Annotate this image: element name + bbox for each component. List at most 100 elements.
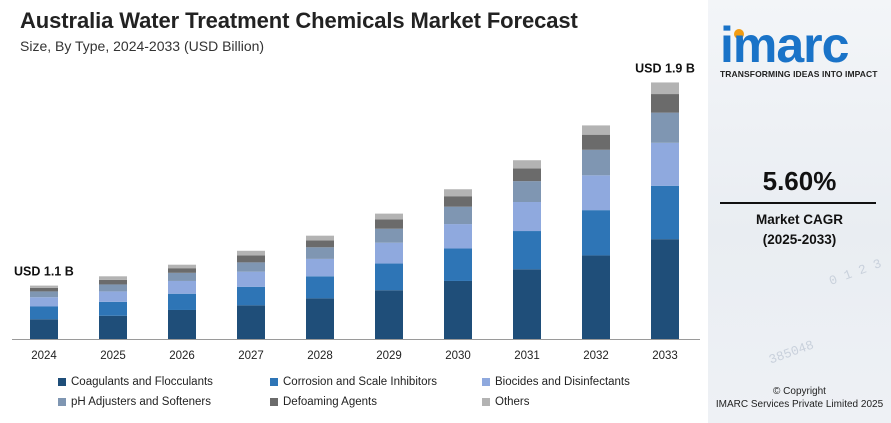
legend-label: Coagulants and Flocculants [71, 376, 213, 388]
logo-tagline: TRANSFORMING IDEAS INTO IMPACT [720, 69, 878, 79]
bar-segment [651, 112, 679, 143]
legend-item: Biocides and Disinfectants [482, 376, 630, 388]
bar-segment [375, 263, 403, 291]
legend-item: Coagulants and Flocculants [58, 376, 213, 388]
bar-segment [306, 276, 334, 299]
bar-segment [237, 262, 265, 272]
legend-label: Others [495, 396, 530, 408]
bar-segment [237, 305, 265, 339]
bar-segment [444, 248, 472, 281]
bar-segment [168, 264, 196, 269]
bar-segment [444, 189, 472, 197]
bar-segment [651, 94, 679, 113]
stacked-bar-chart: 2024 2025 2026 2027 2028 2029 2030 2031 2032 2033… [12, 61, 700, 362]
x-tick-label: 2033 [652, 350, 678, 362]
logo-wordmark: imarc [720, 17, 849, 73]
brand-side-panel: 0 1 2 3 385048 imarc TRANSFORMING IDEAS … [708, 0, 891, 423]
bar-segment [375, 242, 403, 264]
bar-segment [651, 142, 679, 186]
x-tick-label: 2027 [238, 350, 264, 362]
bar-segment [513, 168, 541, 182]
bar-segment [375, 228, 403, 243]
bar-segment [99, 276, 127, 280]
bar-segment [582, 125, 610, 135]
copyright-notice: © Copyright IMARC Services Private Limit… [708, 385, 891, 411]
data-label: USD 1.9 B [635, 61, 695, 75]
x-tick-label: 2028 [307, 350, 333, 362]
bar-segment [444, 224, 472, 249]
legend-swatch [482, 398, 490, 406]
bar-segment [444, 196, 472, 207]
bar-segment [375, 219, 403, 229]
bar-segment [99, 301, 127, 316]
bar-segment [513, 269, 541, 339]
bar-segment [306, 247, 334, 259]
x-tick-label: 2026 [169, 350, 195, 362]
chart-title: Australia Water Treatment Chemicals Mark… [20, 8, 578, 33]
bar-segment [168, 272, 196, 281]
x-tick-label: 2025 [100, 350, 126, 362]
bar-segment [513, 231, 541, 270]
copyright-line: © Copyright [773, 386, 826, 397]
bar-segment [444, 206, 472, 225]
x-tick-label: 2030 [445, 350, 471, 362]
bar-segment [168, 280, 196, 294]
cagr-label: Market CAGR [755, 212, 844, 227]
chart-subtitle: Size, By Type, 2024-2033 (USD Billion) [20, 38, 265, 54]
background-decoration: 0 1 2 3 [827, 256, 884, 289]
bar-segment [651, 239, 679, 339]
bar-segment [237, 250, 265, 256]
legend-item: pH Adjusters and Softeners [58, 396, 211, 408]
bar-segment [30, 319, 58, 339]
bar-segment [375, 213, 403, 220]
bar-segment [306, 258, 334, 277]
logo-dot-icon [734, 29, 744, 39]
bar-segment [513, 181, 541, 203]
legend-label: Corrosion and Scale Inhibitors [283, 376, 438, 388]
bar-segment [513, 160, 541, 169]
bar-segment [306, 235, 334, 241]
legend-swatch [482, 378, 490, 386]
bar-segment [582, 175, 610, 211]
bar-segment [30, 287, 58, 292]
x-tick-label: 2029 [376, 350, 402, 362]
bar-segment [513, 202, 541, 232]
bar-segment [168, 293, 196, 310]
background-decoration: 385048 [766, 337, 816, 368]
legend-item: Others [482, 396, 530, 408]
bar-segment [237, 286, 265, 306]
bar-segment [444, 280, 472, 339]
bar-segment [168, 268, 196, 273]
imarc-logo [718, 22, 888, 82]
bar-segment [30, 306, 58, 320]
legend-swatch [270, 398, 278, 406]
bar-segment [582, 134, 610, 150]
legend-label: pH Adjusters and Softeners [71, 396, 211, 408]
copyright-company: IMARC Services Private Limited 2025 [715, 399, 884, 410]
bar-segment [99, 291, 127, 302]
legend-swatch [58, 378, 66, 386]
legend-swatch [270, 378, 278, 386]
bar-segment [99, 315, 127, 339]
x-tick-label: 2024 [31, 350, 57, 362]
cagr-divider [720, 202, 876, 204]
bar-segment [582, 255, 610, 339]
cagr-period: (2025-2033) [762, 232, 837, 247]
bar-segment [168, 309, 196, 339]
bar-segment [651, 82, 679, 95]
bar-segment [375, 290, 403, 339]
x-tick-label: 2031 [514, 350, 540, 362]
legend-label: Defoaming Agents [283, 396, 377, 408]
data-label: USD 1.1 B [14, 265, 74, 279]
bar-segment [30, 285, 58, 288]
bar-segment [306, 240, 334, 248]
bar-segment [651, 185, 679, 240]
bar-segment [237, 271, 265, 287]
bar-segment [237, 255, 265, 263]
bar-segment [582, 210, 610, 256]
bar-segment [30, 297, 58, 307]
bar-segment [99, 279, 127, 285]
cagr-value: 5.60% [762, 166, 837, 196]
legend-swatch [58, 398, 66, 406]
legend-label: Biocides and Disinfectants [495, 376, 630, 388]
